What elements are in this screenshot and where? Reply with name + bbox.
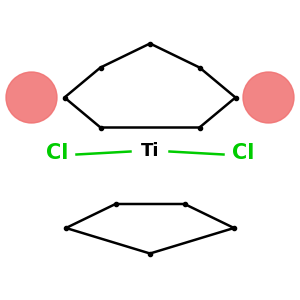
Text: Cl: Cl	[46, 143, 68, 163]
Text: Ti: Ti	[141, 142, 159, 160]
Circle shape	[243, 72, 294, 123]
Circle shape	[6, 72, 57, 123]
Text: Cl: Cl	[232, 143, 254, 163]
